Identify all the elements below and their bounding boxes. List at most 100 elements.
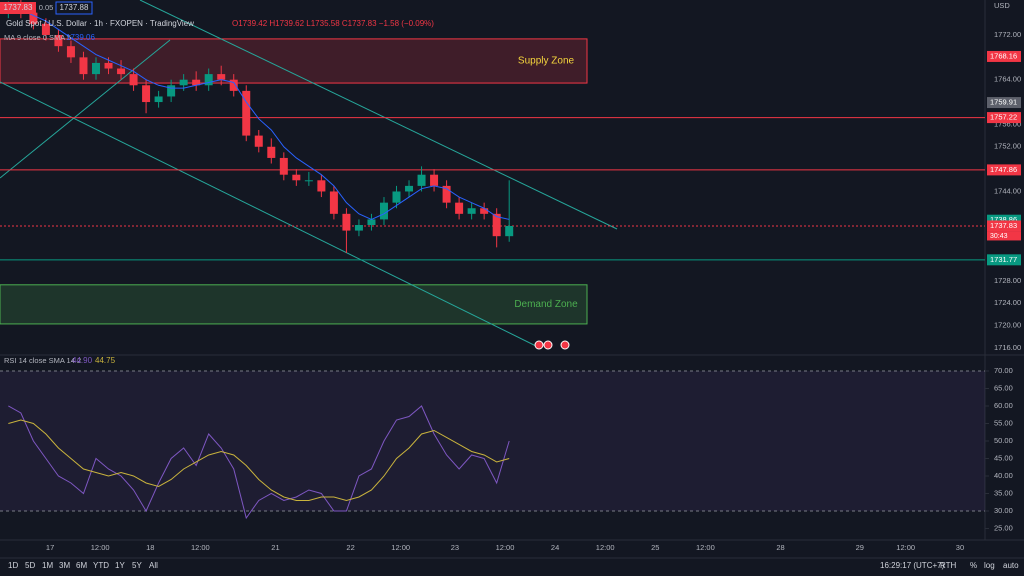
candle-body [392, 191, 401, 203]
ohlc: O1739.42 H1739.62 L1735.58 C1737.83 −1.5… [232, 19, 434, 28]
price-label-box [987, 97, 1021, 109]
price-label-box [987, 112, 1021, 124]
price-label: 1768.16 [990, 51, 1017, 60]
candle-body [54, 34, 63, 47]
candle-body [104, 62, 113, 69]
y-tick-label: 1716.00 [994, 343, 1021, 352]
session[interactable]: RTH [940, 561, 957, 570]
x-tick-label: 12:00 [696, 543, 715, 552]
candle-body [367, 219, 376, 226]
x-tick-label: 18 [146, 543, 154, 552]
candle-body [304, 180, 313, 182]
ma-legend: MA 9 close 0 SMA 5 [4, 33, 71, 42]
trend-line [0, 39, 171, 179]
candle-body [354, 225, 363, 231]
log[interactable]: log [984, 561, 995, 570]
y-tick-label: 30.00 [994, 506, 1013, 515]
event-marker[interactable] [543, 340, 553, 350]
candle-body [317, 180, 326, 192]
ma-line [8, 6, 510, 220]
y-tick-label: 35.00 [994, 488, 1013, 497]
candle-body [480, 208, 489, 214]
x-tick-label: 17 [46, 543, 54, 552]
x-tick-label: 29 [856, 543, 864, 552]
rsi-pane [0, 370, 989, 529]
event-markers [534, 340, 570, 350]
zone [0, 284, 588, 325]
range-button[interactable]: 5D [25, 561, 35, 570]
x-tick-label: 28 [776, 543, 784, 552]
percent[interactable]: % [970, 561, 977, 570]
x-tick-label: 12:00 [391, 543, 410, 552]
rsi-legend: RSI 14 close SMA 14 2 [4, 356, 81, 365]
rsi-sma-value: 44.75 [95, 356, 116, 365]
y-tick-label: 50.00 [994, 436, 1013, 445]
candle-body [217, 74, 226, 80]
range-button[interactable]: 6M [76, 561, 87, 570]
candle-body [430, 174, 439, 186]
candle-body [179, 79, 188, 86]
rsi-value: 44.90 [72, 356, 93, 365]
spread: 0.05 [39, 3, 54, 12]
candle-body [29, 12, 38, 24]
y-tick-label: 25.00 [994, 523, 1013, 532]
trend-lines [0, 0, 618, 349]
candle-body [417, 174, 426, 186]
y-tick-label: 1752.00 [994, 142, 1021, 151]
y-tick-label: 55.00 [994, 418, 1013, 427]
candle-body [455, 202, 464, 214]
zone [0, 38, 588, 84]
candle-body [505, 225, 514, 237]
candle-body [229, 79, 238, 91]
trend-line [139, 0, 618, 230]
candle-body [79, 57, 88, 75]
candle-body [91, 62, 100, 75]
currency[interactable]: USD [994, 1, 1010, 10]
symbol-title: Gold Spot / U.S. Dollar · 1h · FXOPEN · … [6, 19, 194, 28]
candle-body [467, 208, 476, 214]
countdown-box [987, 231, 1021, 241]
range-button[interactable]: 1D [8, 561, 18, 570]
y-tick-label: 1744.00 [994, 186, 1021, 195]
x-tick-label: 21 [271, 543, 279, 552]
candle-body [167, 85, 176, 97]
candle-body [192, 79, 201, 86]
bid-box[interactable] [0, 2, 36, 14]
x-tick-label: 12:00 [91, 543, 110, 552]
y-tick-label: 1764.00 [994, 75, 1021, 84]
candle-body [154, 96, 163, 103]
range-button[interactable]: 3M [59, 561, 70, 570]
x-tick-label: 12:00 [896, 543, 915, 552]
price-label-box [987, 214, 1021, 226]
x-tick-label: 12:00 [191, 543, 210, 552]
y-tick-label: 40.00 [994, 471, 1013, 480]
y-tick-label: 1772.00 [994, 30, 1021, 39]
range-button[interactable]: All [149, 561, 158, 570]
candle-body [279, 157, 288, 175]
x-tick-label: 30 [956, 543, 964, 552]
y-tick-label: 60.00 [994, 401, 1013, 410]
range-button[interactable]: 1M [42, 561, 53, 570]
price-label-box [987, 164, 1021, 176]
price-label: 1757.22 [990, 113, 1017, 122]
candle-body [117, 68, 126, 75]
price-label-box [987, 50, 1021, 62]
y-tick-label: 45.00 [994, 453, 1013, 462]
candle-body [204, 74, 213, 86]
event-marker[interactable] [534, 340, 544, 350]
range-button[interactable]: YTD [93, 561, 109, 570]
auto[interactable]: auto [1003, 561, 1019, 570]
y-tick-label: 1728.00 [994, 276, 1021, 285]
rsi-band [0, 370, 985, 511]
ask: 1737.88 [60, 3, 89, 12]
countdown: 30:43 [990, 233, 1008, 240]
candle-body [405, 185, 414, 192]
range-button[interactable]: 1Y [115, 561, 125, 570]
y-tick-label: 1720.00 [994, 321, 1021, 330]
ask-box[interactable] [55, 1, 93, 15]
toolbar: 16:29:17 (UTC+7) RTH % log auto 1D 5D 1M 3M… [8, 561, 1019, 570]
event-marker[interactable] [560, 340, 570, 350]
range-button[interactable]: 5Y [132, 561, 142, 570]
y-tick-label: 70.00 [994, 366, 1013, 375]
x-tick-label: 22 [346, 543, 354, 552]
